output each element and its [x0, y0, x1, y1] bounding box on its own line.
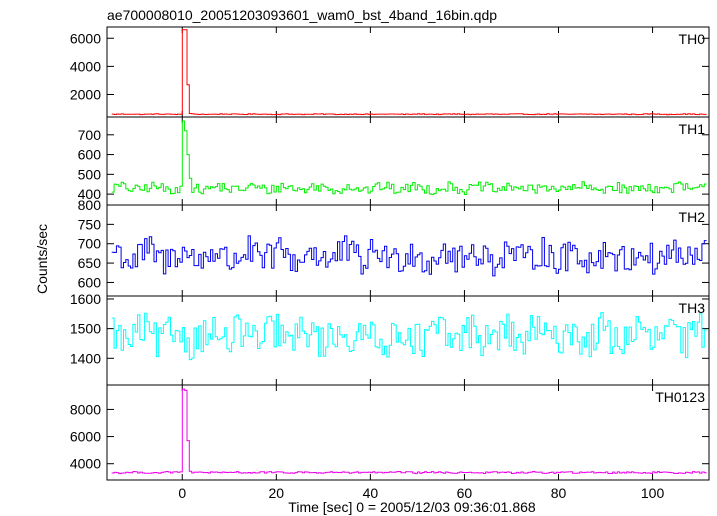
panel-th2: 600 650 700 750 800 TH2: [78, 197, 710, 297]
series-line-th0: [111, 29, 707, 116]
panel-label: TH2: [679, 209, 706, 225]
y-tick-label: 4000: [70, 58, 101, 74]
y-tick-label: 650: [78, 255, 102, 271]
y-tick-label: 600: [78, 274, 102, 290]
y-tick-label: 1400: [70, 350, 101, 366]
panel-th0: 2000 4000 6000 TH0: [70, 26, 710, 118]
y-tick-label: 800: [78, 197, 102, 213]
series-line-th2: [111, 235, 707, 277]
y-tick-label: 750: [78, 216, 102, 232]
panel-frame: [106, 204, 710, 297]
panel-label: TH0: [679, 31, 706, 47]
x-axis-label: Time [sec] 0 = 2005/12/03 09:36:01.868: [288, 499, 536, 515]
panel-th0123: 4000 6000 8000 TH0123: [70, 384, 710, 481]
y-tick-label: 2000: [70, 87, 101, 103]
x-tick-label: 100: [641, 485, 665, 501]
y-tick-label: 500: [78, 166, 102, 182]
panel-th1: 400 500 600 700 TH1: [78, 116, 710, 206]
y-tick-label: 6000: [70, 429, 101, 445]
y-axis-label: Counts/sec: [34, 224, 50, 294]
series-line-th3: [111, 312, 707, 361]
x-tick-label: 20: [269, 485, 285, 501]
chart-title: ae700008010_20051203093601_wam0_bst_4ban…: [107, 7, 497, 23]
x-tick-label: 0: [178, 485, 186, 501]
panel-th3: 1400 1500 1600 TH3: [70, 291, 710, 386]
panels-group: 2000 4000 6000 TH0 400 500 600 700 TH1 600 650 700 7…: [70, 26, 710, 481]
y-tick-label: 400: [78, 186, 102, 202]
y-tick-label: 700: [78, 236, 102, 252]
x-tick-label: 80: [551, 485, 567, 501]
y-tick-label: 700: [78, 127, 102, 143]
panel-label: TH1: [679, 121, 706, 137]
panel-frame: [106, 384, 710, 481]
x-axis: 0 20 40 60 80 100: [178, 485, 664, 501]
y-tick-label: 1600: [70, 291, 101, 307]
y-tick-label: 6000: [70, 30, 101, 46]
y-tick-label: 4000: [70, 456, 101, 472]
x-tick-label: 60: [457, 485, 473, 501]
series-line-th0123: [111, 388, 707, 475]
panel-label: TH0123: [655, 389, 705, 405]
series-line-th1: [111, 120, 707, 195]
y-tick-label: 600: [78, 147, 102, 163]
panel-frame: [106, 26, 710, 118]
panel-label: TH3: [679, 300, 706, 316]
y-tick-label: 1500: [70, 321, 101, 337]
y-tick-label: 8000: [70, 401, 101, 417]
x-tick-label: 40: [363, 485, 379, 501]
